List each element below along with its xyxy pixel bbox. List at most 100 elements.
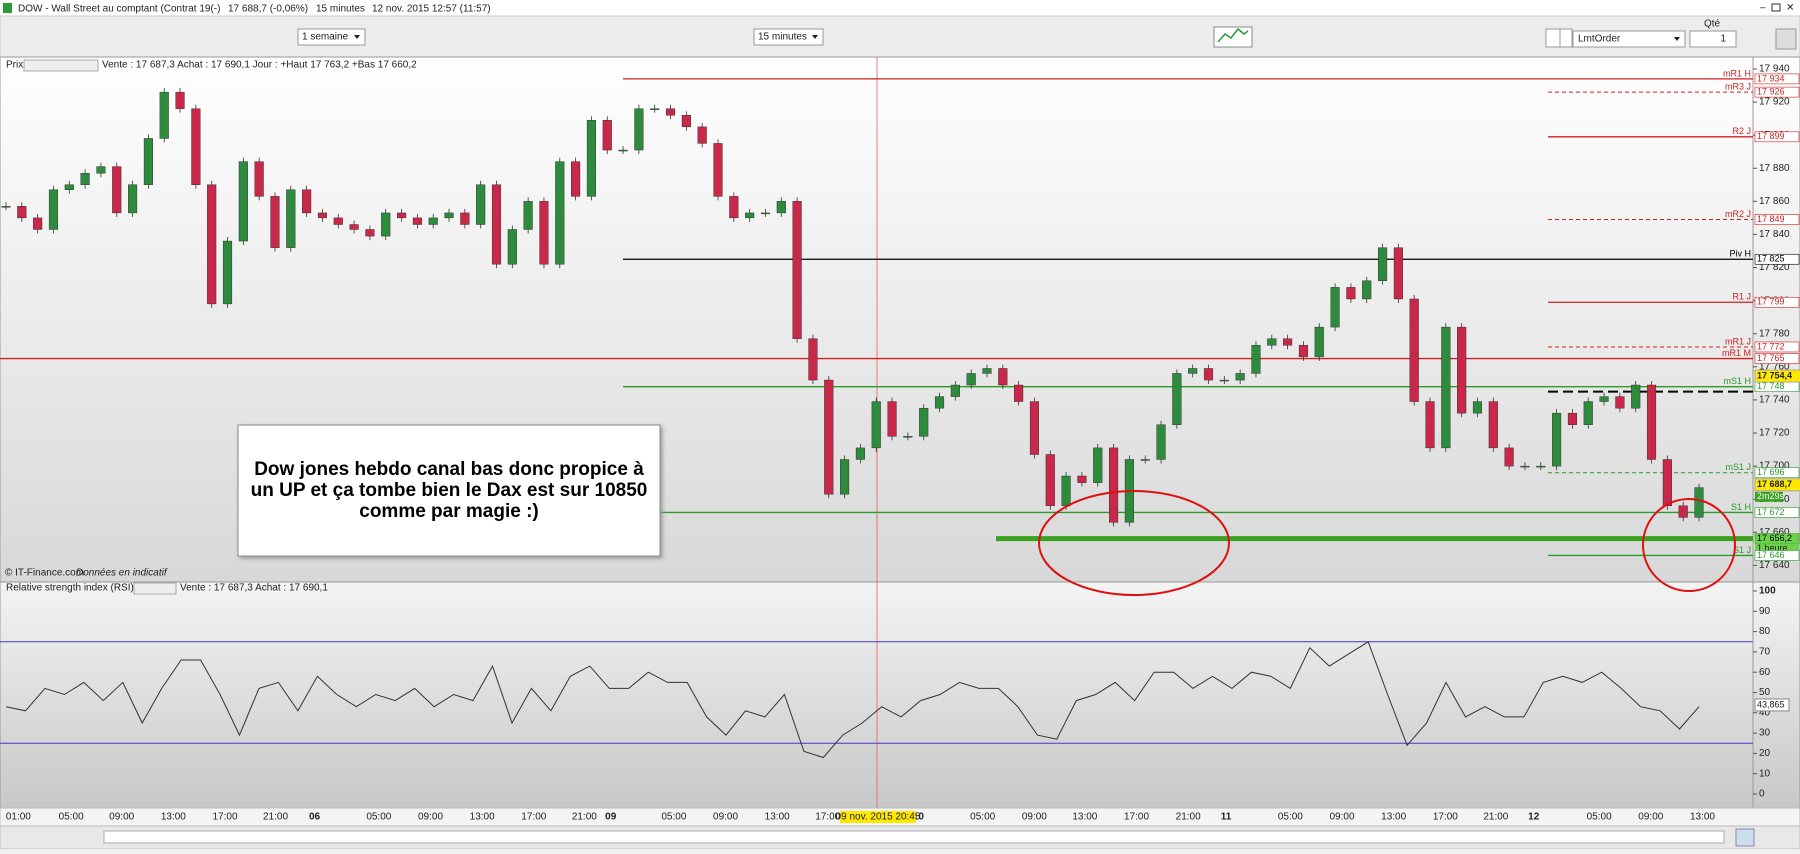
- candle: [1029, 401, 1040, 455]
- rsi-current: 43,865: [1757, 699, 1785, 709]
- range-dropdown[interactable]: [297, 28, 366, 46]
- level-name: mS1 H: [1723, 376, 1751, 386]
- level-name: S1 H: [1731, 502, 1751, 512]
- candle: [1646, 384, 1657, 460]
- y-tick-label: 80: [1759, 626, 1771, 637]
- time-label: 05:00: [1278, 812, 1303, 823]
- qty-input[interactable]: [1689, 30, 1737, 48]
- time-highlight: [840, 811, 916, 823]
- time-label: 05:00: [661, 812, 686, 823]
- y-tick-label: 17 940: [1759, 64, 1790, 75]
- scrollbar[interactable]: [103, 830, 1725, 844]
- candle: [650, 108, 660, 110]
- level-name: R2 J: [1732, 126, 1751, 136]
- chart-type-button[interactable]: [1213, 26, 1253, 48]
- time-label: 05:00: [1587, 812, 1612, 823]
- candle: [840, 459, 850, 495]
- candle: [33, 217, 43, 230]
- candle: [1251, 345, 1261, 374]
- level-value: 17 672: [1757, 507, 1785, 517]
- candle: [776, 201, 786, 214]
- level-name: mR1 J: [1725, 336, 1751, 346]
- order-type-value: LmtOrder: [1578, 34, 1621, 45]
- candle: [1615, 396, 1625, 409]
- disclaimer: Données en indicatif: [76, 568, 168, 579]
- level-tag: [1754, 253, 1800, 265]
- qty-value: 1: [1720, 34, 1726, 45]
- panel-tools[interactable]: [133, 582, 177, 595]
- candle: [1552, 412, 1562, 467]
- level-tag: [1754, 467, 1800, 479]
- candle: [1219, 379, 1229, 382]
- time-label: 05:00: [366, 812, 391, 823]
- order-type-dropdown[interactable]: [1572, 30, 1686, 48]
- current-price: 17 754,4: [1757, 370, 1792, 380]
- time-label: 17:00: [815, 812, 840, 823]
- candle: [555, 161, 565, 265]
- candle: [887, 401, 897, 437]
- candle: [428, 217, 438, 225]
- level-value: 17 656,2: [1757, 533, 1792, 543]
- time-label: 21:00: [572, 812, 597, 823]
- candle: [1267, 338, 1277, 346]
- window-time: 12 nov. 2015 12:57 (11:57): [372, 4, 491, 15]
- time-label: 21:00: [263, 812, 288, 823]
- level-name: Piv H: [1729, 249, 1751, 259]
- price-panel-info: Vente : 17 687,3 Achat : 17 690,1 Jour :…: [102, 60, 417, 71]
- candle: [17, 206, 27, 219]
- time-label: 13:00: [470, 812, 495, 823]
- candle: [254, 161, 264, 197]
- order-tool[interactable]: [1559, 28, 1573, 48]
- minimize-button[interactable]: –: [1760, 3, 1766, 14]
- y-tick-label: 50: [1759, 687, 1771, 698]
- window-quote: 17 688,7 (-0,06%): [228, 4, 308, 15]
- time-label: 21:00: [1176, 812, 1201, 823]
- current-price-tag: [1754, 478, 1800, 492]
- level-tag: [1754, 550, 1800, 561]
- time-label: 17:00: [212, 812, 237, 823]
- y-tick-label: 70: [1759, 647, 1771, 658]
- toolbar: [0, 15, 1800, 58]
- time-label: 11: [1221, 812, 1232, 823]
- panel-tools[interactable]: [23, 59, 99, 72]
- y-tick-label: 17 920: [1759, 97, 1790, 108]
- candle: [175, 91, 185, 109]
- maximize-button[interactable]: [1771, 3, 1781, 12]
- level-tag: [1754, 131, 1800, 143]
- candle: [1583, 401, 1593, 425]
- candle: [1631, 384, 1641, 409]
- candle: [1045, 454, 1055, 507]
- y-tick-label: 17 840: [1759, 229, 1790, 240]
- candle: [919, 407, 929, 437]
- time-label: 09: [605, 812, 617, 823]
- zoom-button[interactable]: [1735, 828, 1755, 847]
- candle: [1678, 505, 1688, 518]
- candle: [1061, 475, 1071, 507]
- candle: [365, 229, 375, 237]
- current-price-tag: [1754, 369, 1800, 383]
- order-toggle[interactable]: [1545, 28, 1561, 48]
- time-label: 09:00: [1022, 812, 1047, 823]
- candle: [539, 201, 549, 265]
- time-label: 09:00: [109, 812, 134, 823]
- qty-label: Qté: [1704, 19, 1721, 30]
- candle: [729, 196, 739, 219]
- timer-tag: [1755, 491, 1783, 502]
- candle: [1694, 487, 1704, 518]
- candle: [1393, 247, 1403, 300]
- time-label: 13:00: [161, 812, 186, 823]
- y-tick-label: 17 760: [1759, 361, 1790, 372]
- y-tick-label: 17 660: [1759, 527, 1790, 538]
- close-button[interactable]: ✕: [1786, 3, 1794, 14]
- level-tag: [1754, 353, 1800, 364]
- candle: [1346, 287, 1356, 300]
- candle: [1425, 401, 1435, 449]
- annotation-line: un UP et ça tombe bien le Dax est sur 10…: [251, 480, 648, 501]
- y-tick-label: 100: [1759, 586, 1776, 597]
- dropdown-arrow: [354, 35, 360, 39]
- candle: [1140, 459, 1150, 461]
- y-tick-label: 10: [1759, 768, 1771, 779]
- send-order-button[interactable]: [1775, 28, 1797, 50]
- interval-dropdown[interactable]: [753, 28, 824, 46]
- candle: [80, 173, 90, 185]
